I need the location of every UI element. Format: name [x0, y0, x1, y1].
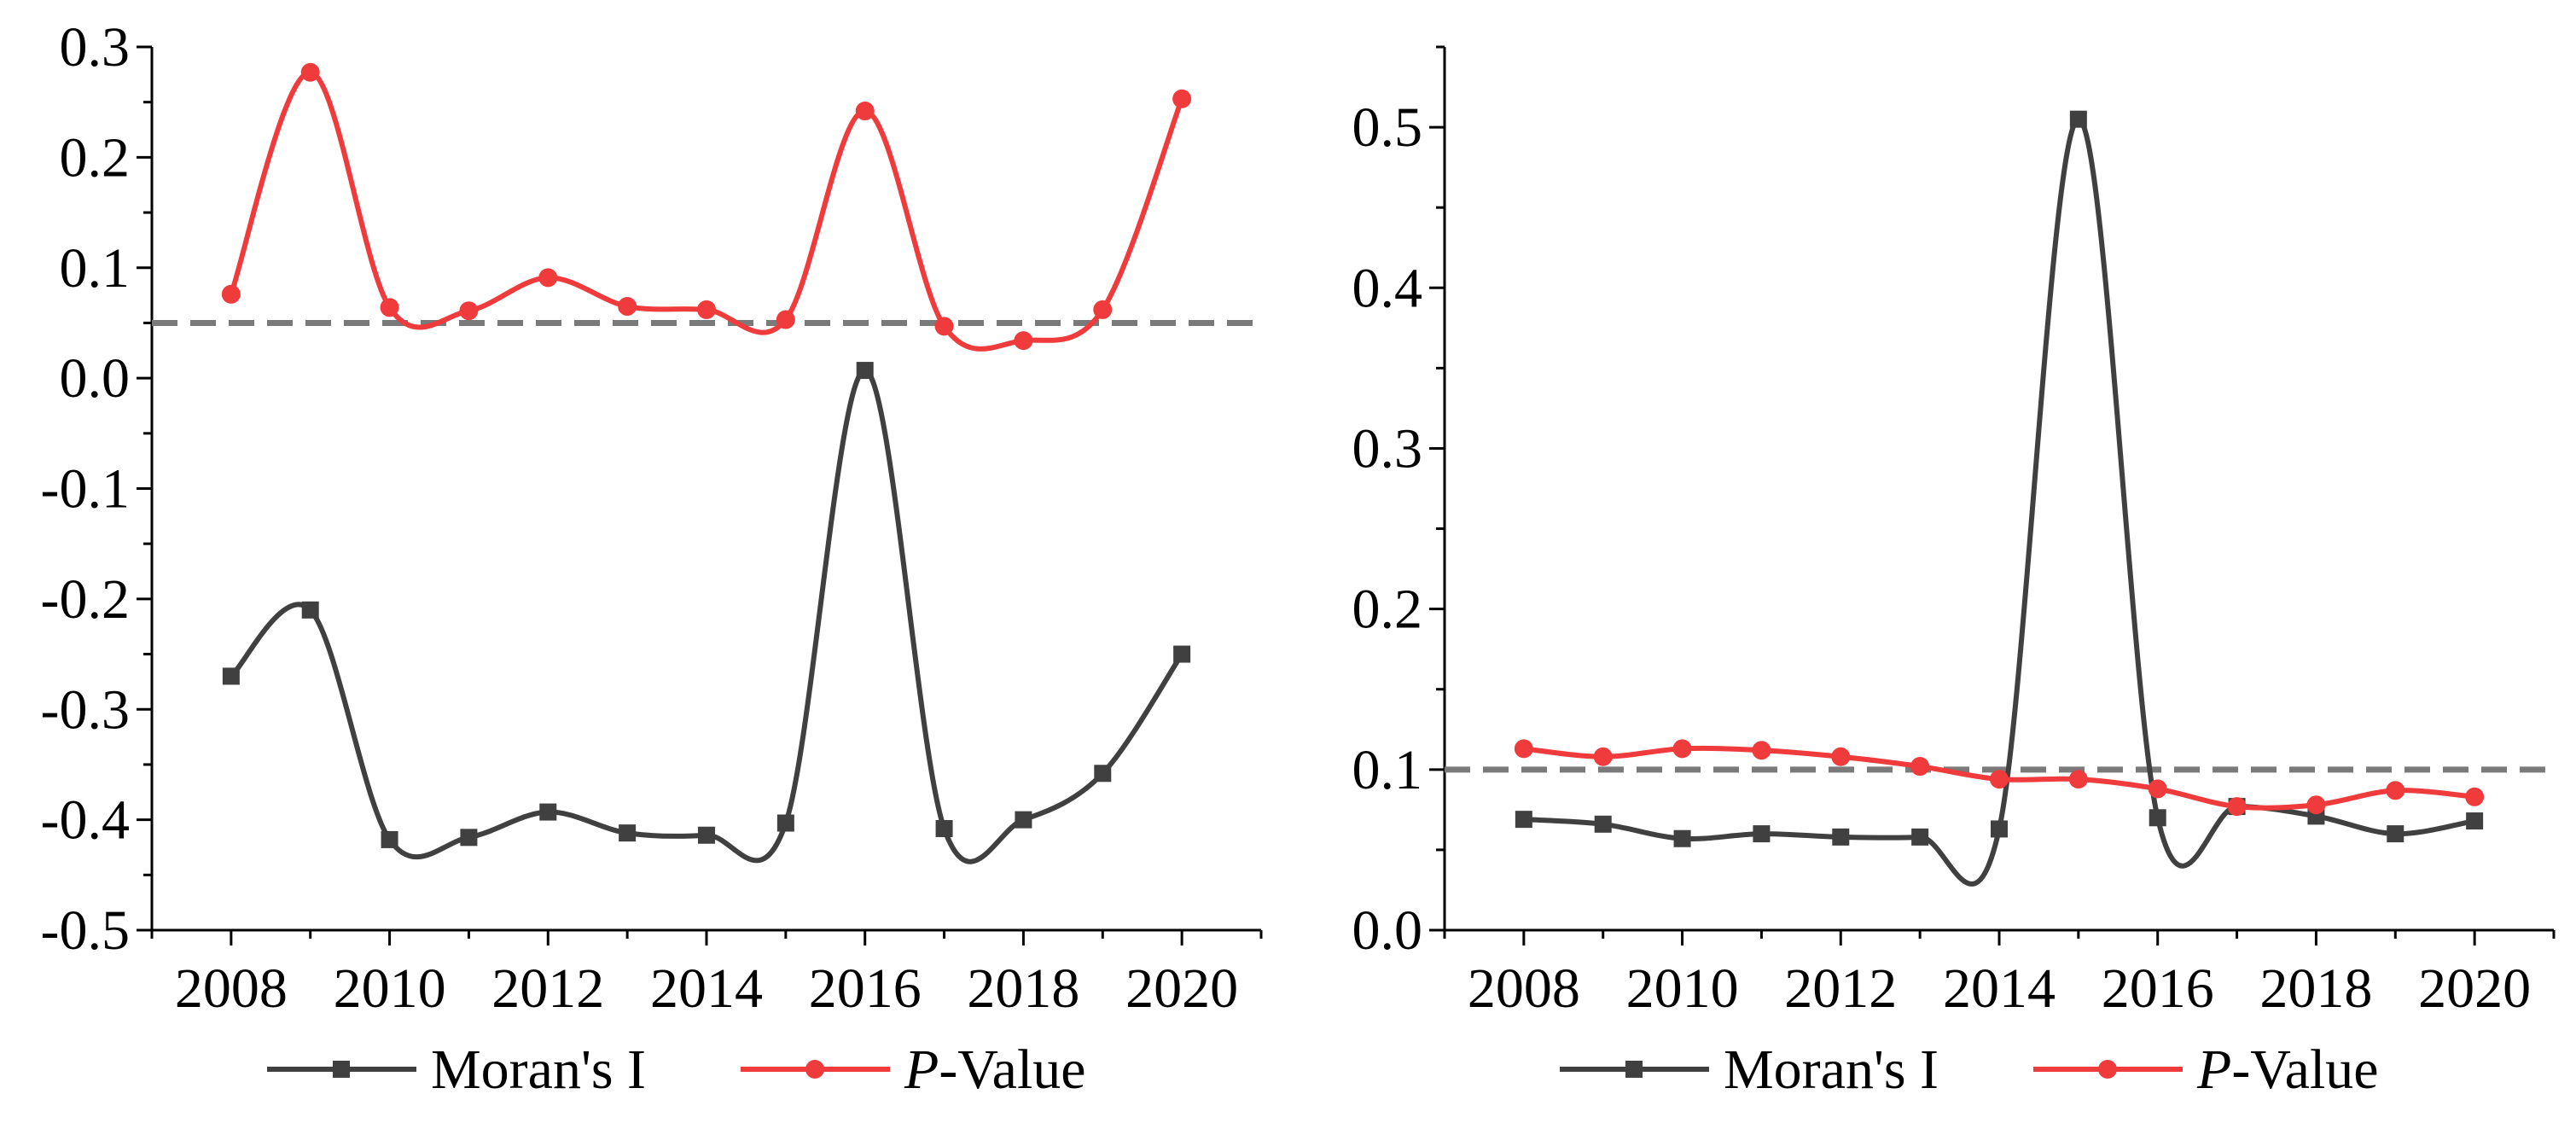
legend-label: Moran's I: [431, 1039, 646, 1101]
y-tick-label: -0.4: [41, 789, 130, 852]
data-point-p-value: [1593, 747, 1613, 766]
y-tick-label: -0.1: [41, 458, 130, 521]
data-point-morans-i: [1991, 820, 2008, 838]
data-point-p-value: [2148, 779, 2167, 799]
data-point-morans-i: [619, 824, 637, 842]
x-tick-label: 2016: [2102, 957, 2214, 1020]
data-point-p-value: [618, 297, 637, 317]
data-point-p-value: [221, 284, 241, 304]
legend-label-rest: -Value: [939, 1039, 1085, 1101]
y-tick-label: -0.3: [41, 678, 130, 741]
legend-label: P-Value: [904, 1039, 1086, 1101]
data-point-p-value: [1672, 739, 1692, 759]
data-point-morans-i: [776, 814, 794, 832]
data-point-p-value: [2465, 787, 2485, 806]
data-point-morans-i: [222, 667, 240, 685]
data-point-p-value: [855, 102, 875, 121]
y-tick-label: 0.3: [60, 16, 131, 79]
x-tick-label: 2018: [967, 957, 1079, 1020]
legend-marker-square: [333, 1061, 350, 1078]
legend-label: P-Value: [2196, 1039, 2379, 1101]
x-tick-label: 2008: [1468, 957, 1580, 1020]
data-point-p-value: [1172, 89, 1192, 108]
data-point-p-value: [1910, 757, 1930, 777]
y-tick-label: 0.2: [60, 126, 131, 189]
data-point-p-value: [1831, 747, 1851, 766]
legend-label-italic: P: [904, 1039, 939, 1101]
data-point-morans-i: [2149, 809, 2166, 827]
x-tick-label: 2012: [491, 957, 604, 1020]
x-tick-label: 2012: [1784, 957, 1897, 1020]
x-tick-label: 2014: [650, 957, 763, 1020]
data-point-morans-i: [1594, 815, 1612, 833]
data-point-p-value: [2068, 770, 2088, 789]
data-point-morans-i: [935, 819, 953, 837]
x-tick-label: 2020: [1125, 957, 1238, 1020]
x-tick-label: 2016: [809, 957, 922, 1020]
data-point-p-value: [300, 62, 320, 82]
data-point-morans-i: [1094, 765, 1112, 783]
x-tick-label: 2010: [1626, 957, 1739, 1020]
data-point-p-value: [1093, 300, 1113, 319]
y-tick-label: 0.0: [60, 347, 131, 410]
data-point-p-value: [697, 300, 716, 319]
data-point-morans-i: [1911, 828, 1929, 846]
data-point-p-value: [2227, 797, 2247, 817]
x-tick-label: 2018: [2259, 957, 2372, 1020]
data-point-morans-i: [2387, 825, 2404, 843]
chart-panel-2: 0.0 0.1 0.2 0.3 0.4 0.5 2008 2010 2012 2014 2016 20…: [1352, 45, 2556, 1101]
data-point-p-value: [380, 298, 399, 317]
data-point-morans-i: [2069, 110, 2087, 128]
data-point-p-value: [1514, 739, 1533, 759]
data-point-p-value: [1752, 741, 1771, 760]
data-point-p-value: [1014, 331, 1033, 351]
x-tick-label: 2010: [334, 957, 446, 1020]
y-tick-label: 0.0: [1352, 899, 1423, 962]
data-point-morans-i: [1015, 811, 1032, 829]
x-tick-label: 2014: [1943, 957, 2056, 1020]
y-tick-label: 0.2: [1352, 579, 1423, 641]
y-tick-label: -0.2: [41, 568, 130, 631]
data-point-morans-i: [381, 830, 398, 848]
data-point-morans-i: [460, 829, 478, 847]
legend-label: Moran's I: [1724, 1039, 1939, 1101]
y-tick-label: 0.3: [1352, 417, 1423, 480]
data-point-morans-i: [1832, 828, 1850, 846]
data-point-p-value: [538, 268, 558, 288]
data-point-morans-i: [1173, 645, 1191, 663]
legend-label-italic: P: [2196, 1039, 2231, 1101]
y-tick-label: 0.1: [1352, 739, 1423, 801]
data-point-morans-i: [1515, 811, 1532, 829]
legend-marker-circle: [2098, 1060, 2117, 1079]
data-point-p-value: [776, 310, 795, 329]
y-tick-label: 0.4: [1352, 257, 1423, 319]
y-tick-label: 0.5: [1352, 96, 1423, 159]
x-tick-label: 2008: [175, 957, 288, 1020]
chart-panel-1: -0.5 -0.4 -0.3 -0.2 -0.1 0.0 0.1 0.2 0.3 2008 2010…: [41, 16, 1263, 1101]
data-point-morans-i: [301, 601, 319, 619]
legend-marker-circle: [805, 1060, 824, 1079]
y-tick-label: -0.5: [41, 899, 130, 962]
x-tick-label: 2020: [2418, 957, 2531, 1020]
legend-marker-square: [1625, 1061, 1643, 1078]
y-tick-label: 0.1: [60, 237, 131, 300]
legend-label-rest: -Value: [2231, 1039, 2378, 1101]
series-line-morans-i: [229, 368, 1184, 864]
data-point-morans-i: [856, 362, 874, 380]
data-point-morans-i: [1753, 825, 1771, 843]
data-point-morans-i: [698, 826, 715, 844]
data-point-p-value: [459, 301, 479, 321]
data-point-morans-i: [539, 803, 557, 821]
data-point-p-value: [2306, 795, 2326, 815]
data-point-p-value: [1990, 770, 2009, 789]
data-point-morans-i: [2466, 812, 2484, 830]
data-point-p-value: [2386, 781, 2405, 800]
data-point-morans-i: [1673, 829, 1691, 847]
data-point-p-value: [934, 317, 954, 336]
